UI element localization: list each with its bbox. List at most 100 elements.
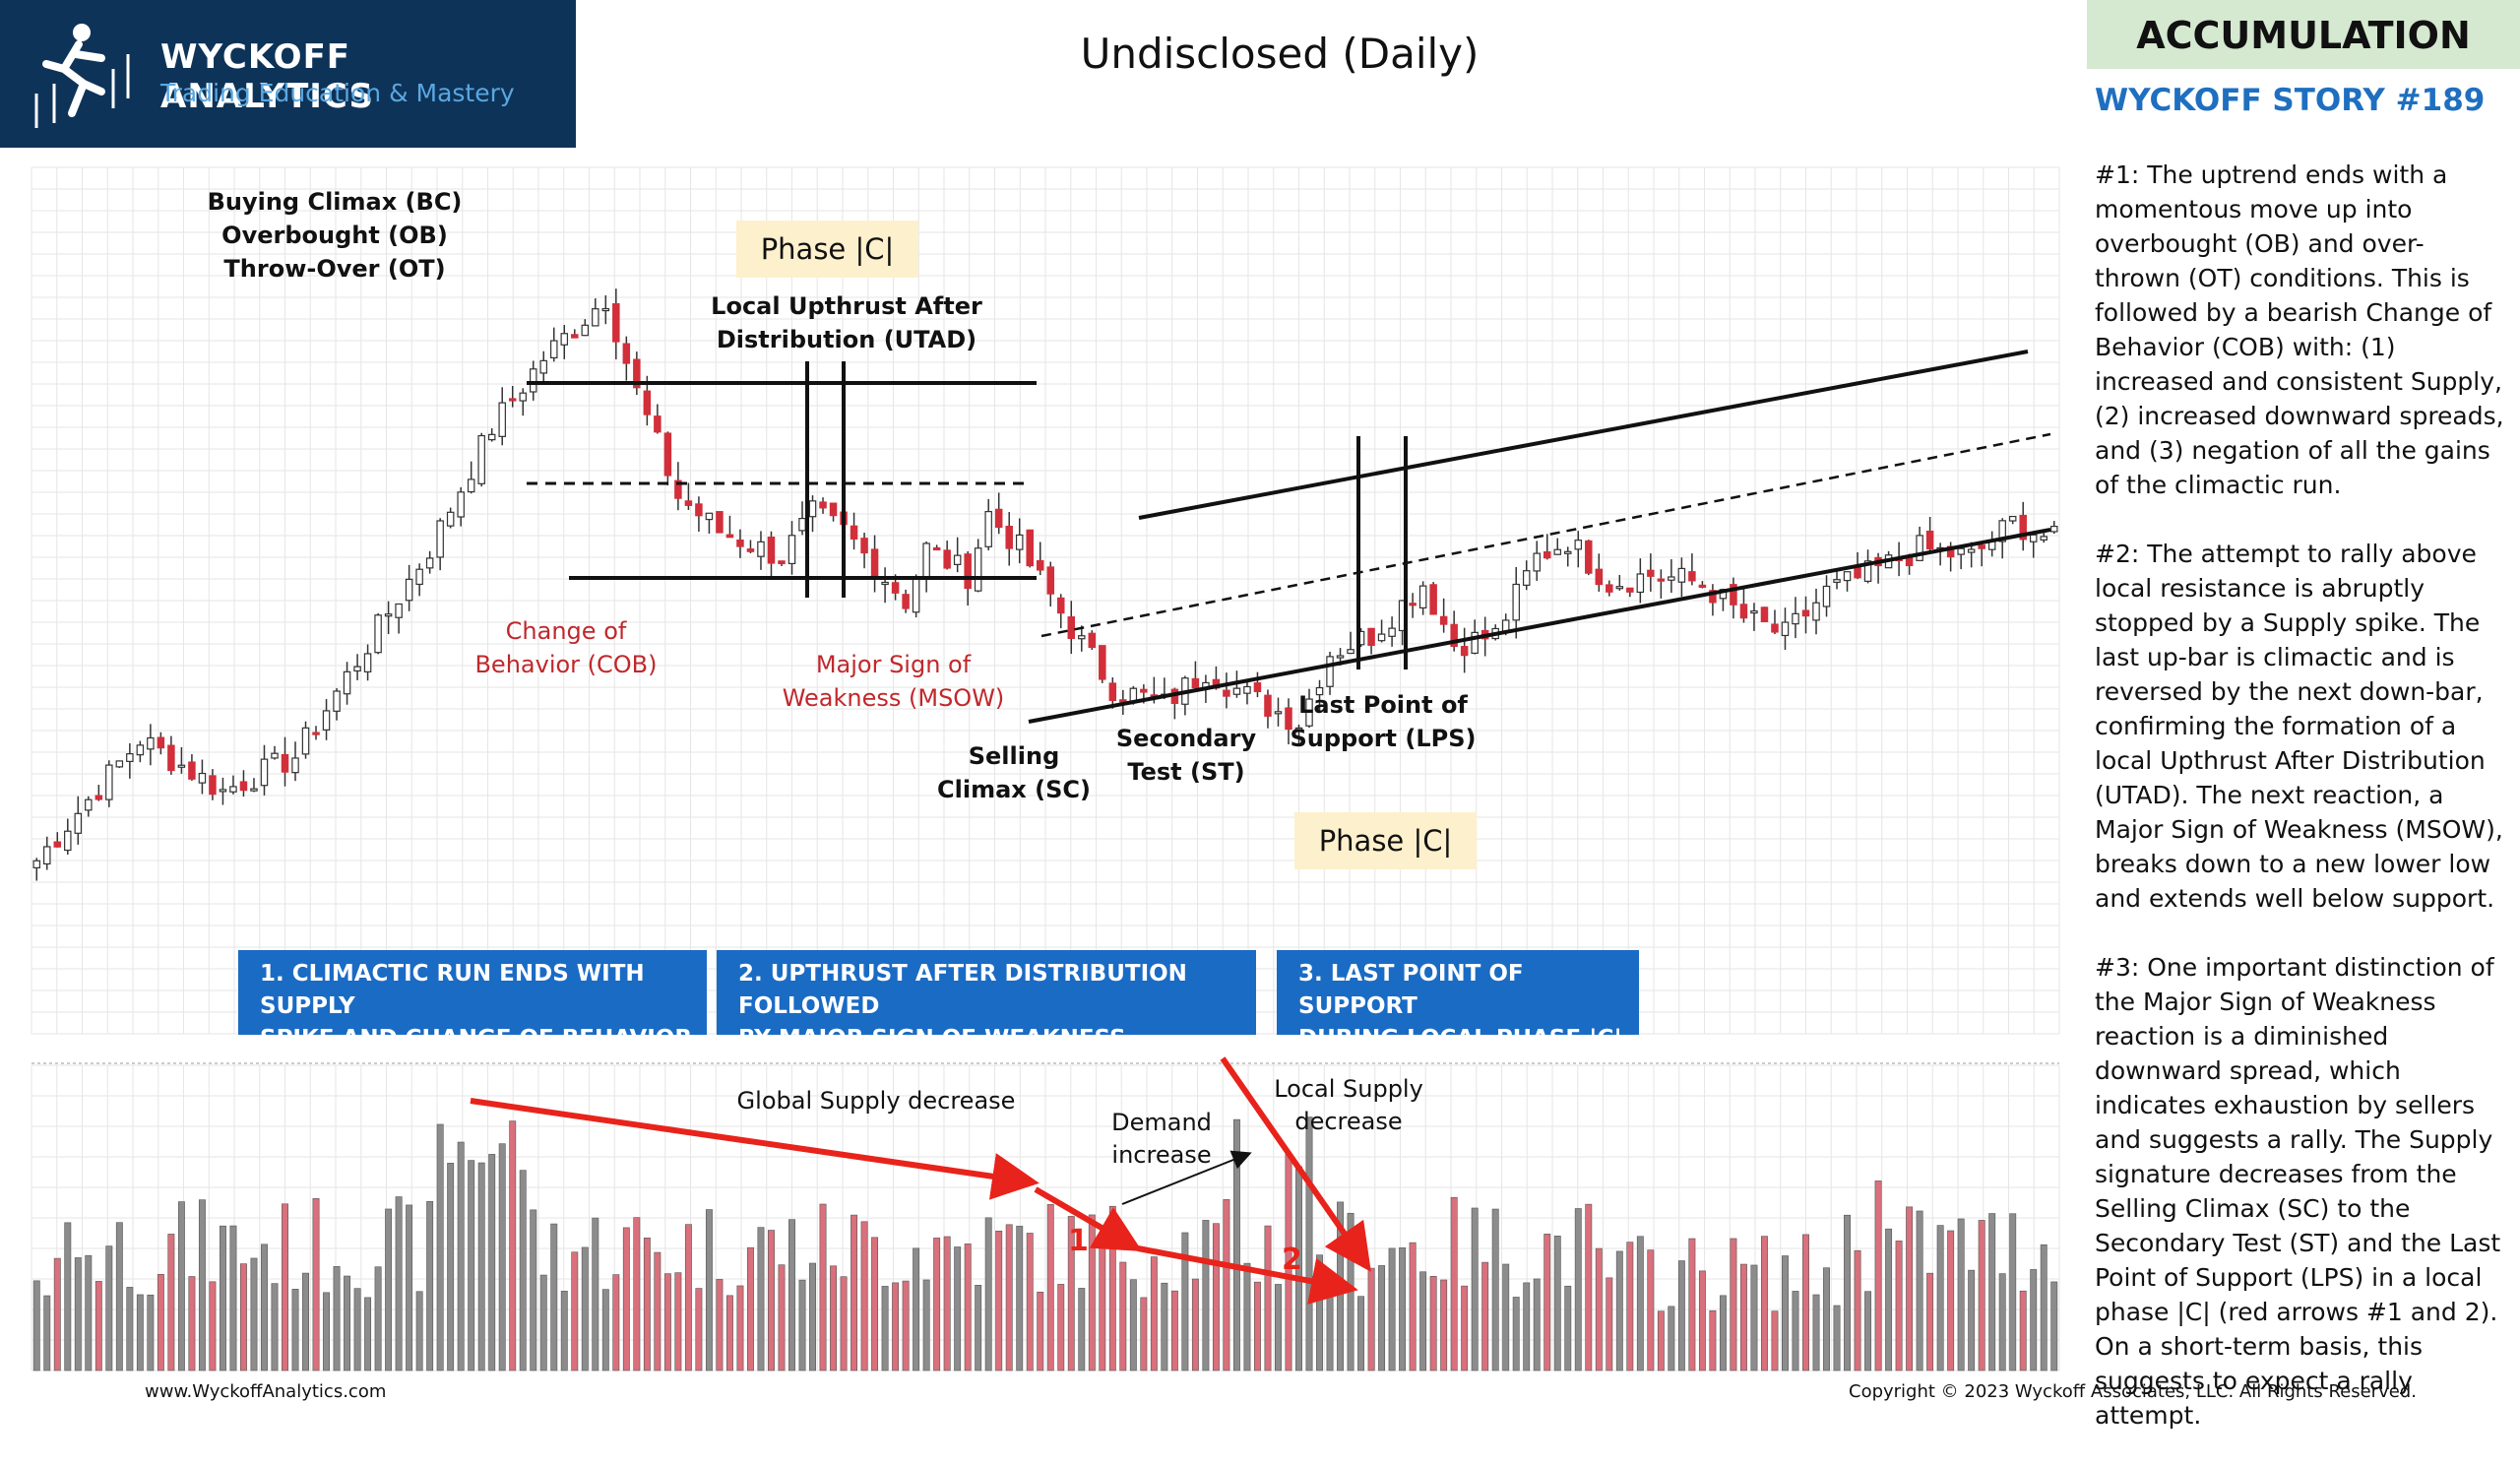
info-box-2: 2. UPTHRUST AFTER DISTRIBUTION FOLLOWED B… <box>717 950 1256 1052</box>
candle-body <box>312 732 320 735</box>
volume-bar <box>477 1162 485 1371</box>
candle-body <box>1243 685 1251 694</box>
phase-label-1: Phase |C| <box>736 221 918 278</box>
candle-body <box>881 581 889 586</box>
volume-bar <box>1698 1270 1706 1371</box>
candle-body <box>1698 584 1707 588</box>
volume-bar <box>975 1285 982 1371</box>
candle-body <box>157 736 165 749</box>
volume-bar <box>1709 1309 1717 1371</box>
volume-bar <box>126 1287 134 1371</box>
volume-bar <box>2030 1269 2038 1371</box>
price-grid <box>31 166 2060 1035</box>
candle-body <box>395 603 403 618</box>
volume-bar <box>1719 1295 1727 1371</box>
volume-bar <box>1481 1261 1489 1371</box>
candle-body <box>1315 686 1324 696</box>
volume-bar <box>633 1217 641 1371</box>
volume-bar <box>788 1219 795 1371</box>
volume-bar <box>509 1120 517 1371</box>
candle-body <box>446 511 455 527</box>
candle-body <box>457 491 465 518</box>
volume-bar <box>364 1297 372 1371</box>
volume-bar <box>43 1295 51 1371</box>
candle-body <box>601 307 610 312</box>
candle-body <box>1647 569 1655 577</box>
volume-bar <box>530 1209 537 1371</box>
candle-body <box>612 303 620 343</box>
candle-body <box>209 775 217 796</box>
candle-body <box>1833 579 1841 583</box>
candle-body <box>984 510 992 547</box>
volume-bar <box>406 1204 413 1371</box>
candle-body <box>436 520 444 558</box>
candle-body <box>1285 707 1292 731</box>
candle-body <box>136 744 145 756</box>
candle-body <box>2019 514 2027 541</box>
volume-bar <box>943 1236 951 1371</box>
candle-body <box>592 308 599 327</box>
candle-body <box>415 568 423 586</box>
candle-body <box>1108 682 1117 701</box>
logo: WYCKOFF ANALYTICS Trading Education & Ma… <box>0 0 576 148</box>
volume-bar <box>933 1238 941 1371</box>
candle-body <box>1543 550 1551 559</box>
candle-body <box>260 758 269 787</box>
candle-body <box>1730 584 1737 606</box>
volume-bar <box>188 1276 196 1371</box>
candle-body <box>1801 609 1810 617</box>
volume-bar <box>747 1246 754 1371</box>
volume-annotation-local: Local Supply decrease <box>1274 1075 1423 1135</box>
volume-bar <box>560 1291 568 1371</box>
volume-bar <box>1471 1207 1479 1371</box>
volume-bar <box>1170 1290 1178 1371</box>
candle-body <box>43 846 51 865</box>
volume-bar <box>53 1257 61 1371</box>
volume-bar <box>695 1288 703 1371</box>
candle-body <box>1418 585 1427 609</box>
candle-body <box>1512 583 1520 621</box>
logo-subtitle: Trading Education & Mastery <box>160 79 515 107</box>
volume-bar <box>592 1217 599 1371</box>
candle-body <box>1636 573 1645 594</box>
candle-body <box>1967 548 1976 553</box>
candle-body <box>1522 570 1531 586</box>
annotation-msow: Major Sign of Weakness (MSOW) <box>782 651 1005 712</box>
volume-bar <box>1057 1284 1065 1371</box>
volume-bar <box>395 1196 403 1371</box>
volume-bar <box>1739 1263 1747 1371</box>
volume-bar <box>240 1263 247 1371</box>
arrow-number-2: 2 <box>1282 1243 1302 1277</box>
candle-body <box>1119 699 1127 703</box>
volume-bar <box>136 1294 144 1371</box>
candle-body <box>798 517 806 532</box>
volume-bar <box>1305 1116 1313 1371</box>
candle-body <box>1264 694 1272 717</box>
candle-body <box>695 503 703 517</box>
volume-bar <box>1615 1250 1623 1371</box>
volume-bar <box>860 1221 868 1371</box>
volume-bar <box>447 1163 455 1371</box>
volume-bar <box>1523 1282 1531 1371</box>
volume-bar <box>1181 1232 1189 1371</box>
volume-bar <box>1161 1282 1168 1371</box>
candle-body <box>105 764 113 800</box>
volume-bar <box>2019 1290 2027 1371</box>
candle-body <box>902 594 910 609</box>
candle-body <box>167 744 175 772</box>
volume-bar <box>663 1273 671 1371</box>
candle-body <box>2049 525 2058 533</box>
volume-bar <box>1647 1249 1655 1371</box>
volume-bar <box>571 1251 579 1371</box>
phase-label-2: Phase |C| <box>1294 812 1477 869</box>
volume-bar <box>1688 1238 1696 1371</box>
volume-bar <box>954 1246 962 1371</box>
volume-bar <box>550 1223 558 1371</box>
trading-range-lines <box>527 361 1037 598</box>
volume-bar <box>674 1272 682 1371</box>
volume-bar <box>333 1266 341 1371</box>
footer-copyright: Copyright © 2023 Wyckoff Associates, LLC… <box>1849 1381 2417 1402</box>
volume-arrows <box>470 1056 1371 1305</box>
volume-bar <box>1998 1273 2006 1371</box>
volume-bar <box>167 1234 175 1371</box>
